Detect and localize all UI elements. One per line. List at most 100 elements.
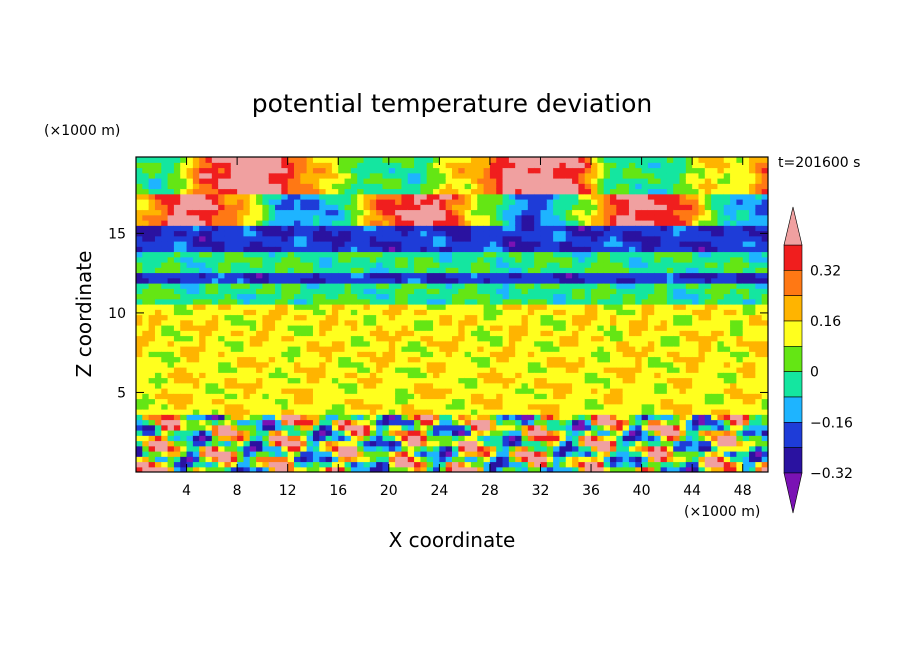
field-cell — [211, 199, 219, 205]
field-cell — [312, 456, 320, 463]
field-cell — [211, 230, 219, 237]
field-cell — [527, 157, 535, 163]
field-cell — [445, 435, 453, 442]
field-cell — [496, 445, 504, 452]
field-cell — [470, 372, 478, 379]
field-cell — [527, 288, 535, 295]
field-cell — [477, 283, 485, 289]
field-cell — [300, 388, 308, 394]
field-cell — [464, 382, 472, 389]
field-cell — [502, 335, 510, 342]
field-cell — [186, 325, 194, 331]
field-cell — [635, 435, 643, 442]
field-cell — [597, 330, 605, 337]
field-cell — [508, 157, 516, 163]
field-cell — [237, 409, 245, 415]
field-cell — [603, 351, 611, 358]
field-cell — [319, 167, 327, 174]
field-cell — [312, 235, 320, 242]
field-cell — [445, 419, 453, 426]
field-cell — [458, 277, 466, 284]
field-cell — [350, 304, 358, 310]
field-cell — [603, 272, 611, 279]
field-cell — [136, 293, 143, 300]
field-cell — [622, 403, 630, 410]
field-cell — [211, 367, 219, 373]
field-cell — [565, 298, 573, 305]
field-cell — [591, 340, 598, 347]
field-cell — [268, 199, 276, 205]
field-cell — [540, 445, 548, 452]
field-cell — [591, 251, 598, 258]
field-cell — [515, 419, 523, 426]
field-cell — [230, 235, 238, 242]
field-cell — [414, 172, 421, 179]
field-cell — [616, 351, 624, 358]
field-cell — [262, 209, 270, 216]
field-cell — [654, 398, 662, 405]
field-cell — [603, 220, 611, 226]
field-cell — [173, 430, 181, 436]
field-cell — [148, 293, 156, 300]
field-cell — [452, 298, 459, 305]
field-cell — [622, 272, 630, 279]
field-cell — [401, 346, 409, 352]
field-cell — [458, 430, 466, 436]
field-cell — [199, 235, 207, 242]
field-cell — [312, 382, 320, 389]
field-cell — [262, 162, 270, 169]
field-cell — [584, 424, 592, 431]
field-cell — [401, 382, 409, 389]
field-cell — [154, 162, 162, 169]
field-cell — [369, 466, 377, 472]
field-cell — [275, 440, 282, 447]
field-cell — [325, 262, 333, 268]
field-cell — [211, 361, 219, 368]
field-cell — [154, 214, 162, 221]
field-cell — [616, 283, 624, 289]
field-cell — [534, 220, 542, 226]
field-cell — [603, 188, 611, 195]
field-cell — [426, 319, 434, 326]
field-cell — [439, 340, 447, 347]
field-cell — [294, 388, 301, 394]
field-cell — [344, 193, 352, 200]
field-cell — [496, 409, 504, 415]
field-cell — [325, 314, 333, 321]
field-cell — [508, 288, 516, 295]
field-cell — [312, 403, 320, 410]
field-cell — [275, 351, 282, 358]
field-cell — [616, 251, 624, 258]
field-cell — [534, 372, 542, 379]
field-cell — [395, 393, 403, 400]
field-cell — [376, 419, 384, 426]
field-cell — [502, 193, 510, 200]
field-cell — [167, 204, 175, 211]
field-cell — [268, 424, 276, 431]
field-cell — [205, 251, 213, 258]
field-cell — [357, 199, 365, 205]
field-cell — [660, 409, 668, 415]
field-cell — [584, 235, 592, 242]
field-cell — [553, 382, 561, 389]
field-cell — [331, 403, 339, 410]
field-cell — [294, 220, 301, 226]
field-cell — [578, 340, 586, 347]
field-cell — [338, 288, 346, 295]
field-cell — [628, 277, 636, 284]
field-cell — [414, 456, 421, 463]
field-cell — [331, 172, 339, 179]
field-cell — [641, 430, 649, 436]
field-cell — [319, 288, 327, 295]
field-cell — [388, 424, 396, 431]
field-cell — [325, 167, 333, 174]
field-cell — [508, 251, 516, 258]
field-cell — [205, 372, 213, 379]
field-cell — [654, 162, 662, 169]
field-cell — [622, 188, 630, 195]
field-cell — [521, 430, 529, 436]
field-cell — [167, 351, 175, 358]
field-cell — [616, 246, 624, 253]
field-cell — [489, 398, 497, 405]
field-cell — [572, 356, 579, 363]
